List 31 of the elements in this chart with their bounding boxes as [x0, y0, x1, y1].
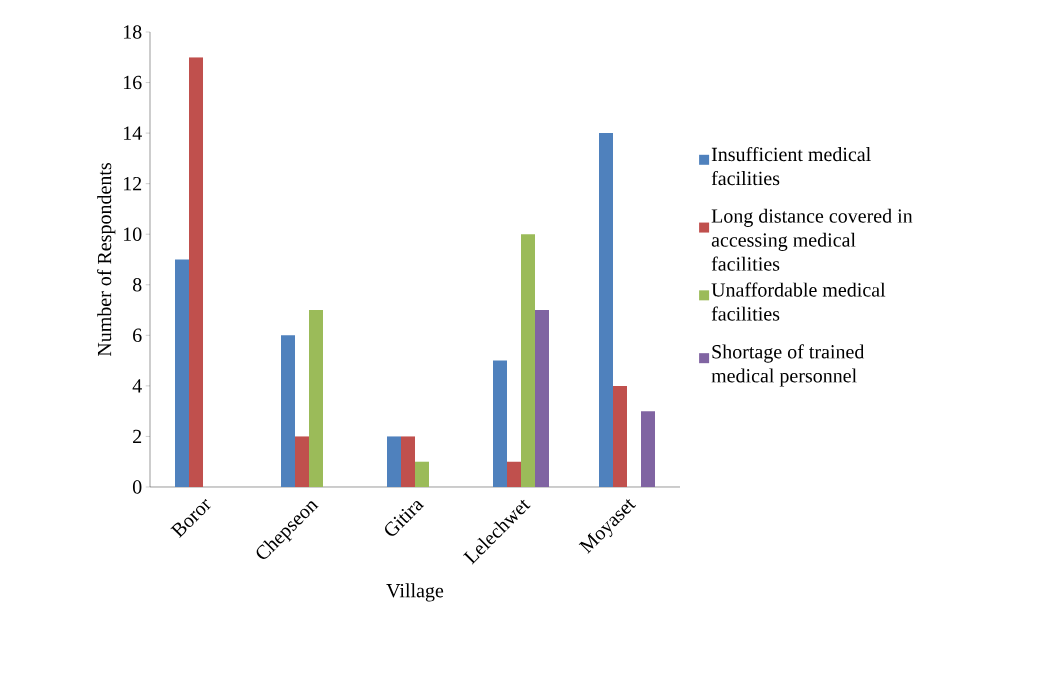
- y-tick-label: 10: [123, 227, 142, 241]
- bar: [507, 461, 521, 487]
- y-tick-label: 4: [132, 379, 142, 393]
- bar: [535, 310, 549, 487]
- bar: [175, 259, 189, 487]
- y-tick-label: 2: [133, 429, 142, 444]
- bar: [521, 234, 535, 487]
- y-tick-label: 0: [132, 480, 142, 494]
- bar: [493, 360, 507, 487]
- legend-label: Shortage of trained medical personnel: [711, 344, 865, 387]
- y-axis-title: Number of Respondents: [97, 163, 116, 357]
- bar: [295, 436, 309, 487]
- bar: [599, 133, 613, 487]
- y-tick-label: 12: [123, 177, 142, 191]
- bar: [309, 310, 323, 487]
- bar: [415, 461, 429, 487]
- bar: [401, 436, 415, 487]
- legend-label: Unaffordable medical facilities: [711, 282, 886, 321]
- x-axis-title: Village: [386, 583, 444, 602]
- bar: [387, 436, 401, 487]
- legend-label: Long distance covered in accessing medical facilities: [711, 208, 913, 271]
- bar: [613, 385, 627, 487]
- legend-label: Insufficient medical facilities: [711, 146, 871, 186]
- y-tick-label: 14: [123, 126, 142, 140]
- bar: [641, 411, 655, 487]
- y-tick-label: 6: [133, 328, 142, 343]
- y-tick-label: 8: [132, 278, 142, 292]
- y-tick-label: 16: [123, 75, 142, 90]
- y-tick-label: 18: [123, 25, 142, 39]
- bar: [189, 57, 203, 487]
- bar: [281, 335, 295, 487]
